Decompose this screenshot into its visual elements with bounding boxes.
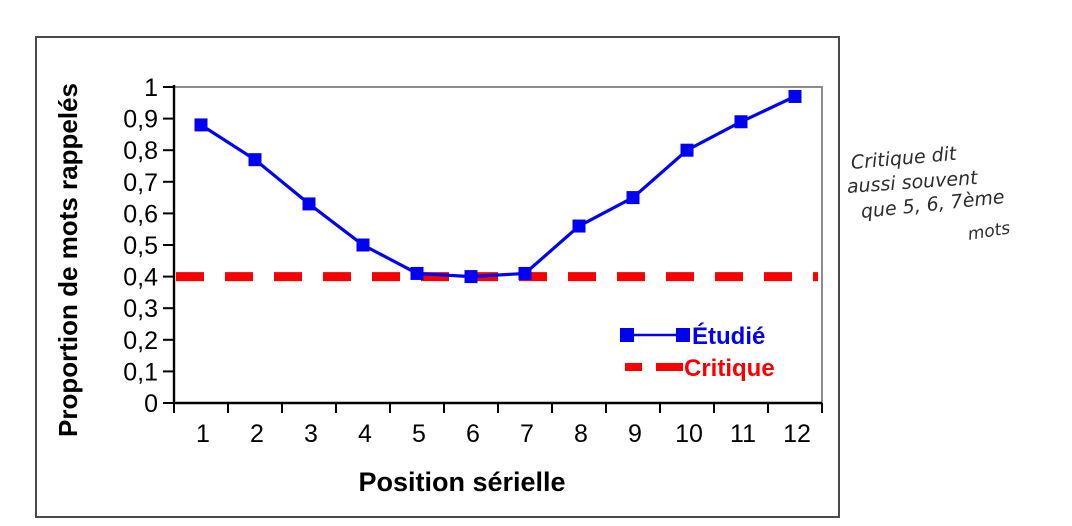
- data-point-marker: [788, 89, 802, 103]
- y-axis-title: Proportion de mots rappelés: [53, 83, 83, 437]
- serial-position-chart: 00,10,20,30,40,50,60,70,80,911 2 3 4 5 6 7 8 9 10…: [53, 74, 823, 497]
- data-point-marker: [410, 266, 424, 280]
- legend-label-etudie: Étudié: [692, 322, 765, 350]
- data-point-marker: [248, 153, 262, 167]
- legend-label-critique: Critique: [684, 355, 775, 382]
- annotation-line: mots: [966, 218, 1012, 245]
- y-tick-label: 0,5: [123, 232, 158, 260]
- data-point-marker: [734, 115, 748, 129]
- x-tick-label: 3: [304, 420, 318, 448]
- x-tick-label: 11: [730, 420, 756, 448]
- y-tick-label: 0: [144, 390, 158, 418]
- plot-area-border: [174, 86, 823, 403]
- legend-dash-critique: [625, 363, 642, 371]
- y-tick-label: 0,2: [123, 327, 158, 355]
- data-point-marker: [680, 143, 694, 157]
- y-tick-label: 0,3: [123, 295, 158, 323]
- data-point-marker: [302, 197, 316, 211]
- data-point-marker: [572, 219, 586, 233]
- x-tick-label: 4: [358, 420, 372, 448]
- legend: [620, 328, 690, 371]
- legend-dash-critique: [656, 363, 683, 371]
- x-tick-label: 1: [196, 420, 210, 448]
- y-tick-label: 0,8: [123, 137, 158, 165]
- data-point-marker: [626, 191, 640, 205]
- data-point-marker: [194, 118, 208, 132]
- legend-marker-etudie: [620, 328, 634, 342]
- x-tick-label: 9: [628, 420, 642, 448]
- data-point-marker: [464, 270, 478, 284]
- y-tick-label: 0,4: [123, 264, 158, 292]
- studied-series-markers: [194, 89, 802, 284]
- x-tick-label: 7: [520, 420, 534, 448]
- figure-frame: 0 0,1 0,2 0,3 0,4 0,5 0,6 0,7 0,8 0,9 1 1 2 3 4 5 6 7 8 9 10…: [35, 36, 840, 518]
- x-axis-ticks: [173, 403, 823, 413]
- y-tick-label: 0,9: [123, 106, 158, 134]
- y-tick-label: 0,7: [123, 169, 158, 197]
- y-tick-label: 0,1: [123, 358, 158, 386]
- data-point-marker: [518, 266, 532, 280]
- x-tick-label: 6: [466, 420, 480, 448]
- legend-marker-etudie: [676, 328, 690, 342]
- y-tick-label: 0,6: [123, 200, 158, 228]
- handwritten-annotation: Critique dit aussi souvent que 5, 6, 7èm…: [840, 142, 1072, 252]
- x-axis-title: Position sérielle: [358, 467, 565, 497]
- studied-series-line: [200, 95, 796, 279]
- x-tick-label: 2: [250, 420, 264, 448]
- x-tick-label: 5: [412, 420, 426, 448]
- data-point-marker: [356, 238, 370, 252]
- x-tick-label: 10: [675, 420, 703, 448]
- x-tick-label: 8: [574, 420, 588, 448]
- x-tick-label: 12: [783, 420, 811, 448]
- y-tick-label: 1: [144, 74, 158, 102]
